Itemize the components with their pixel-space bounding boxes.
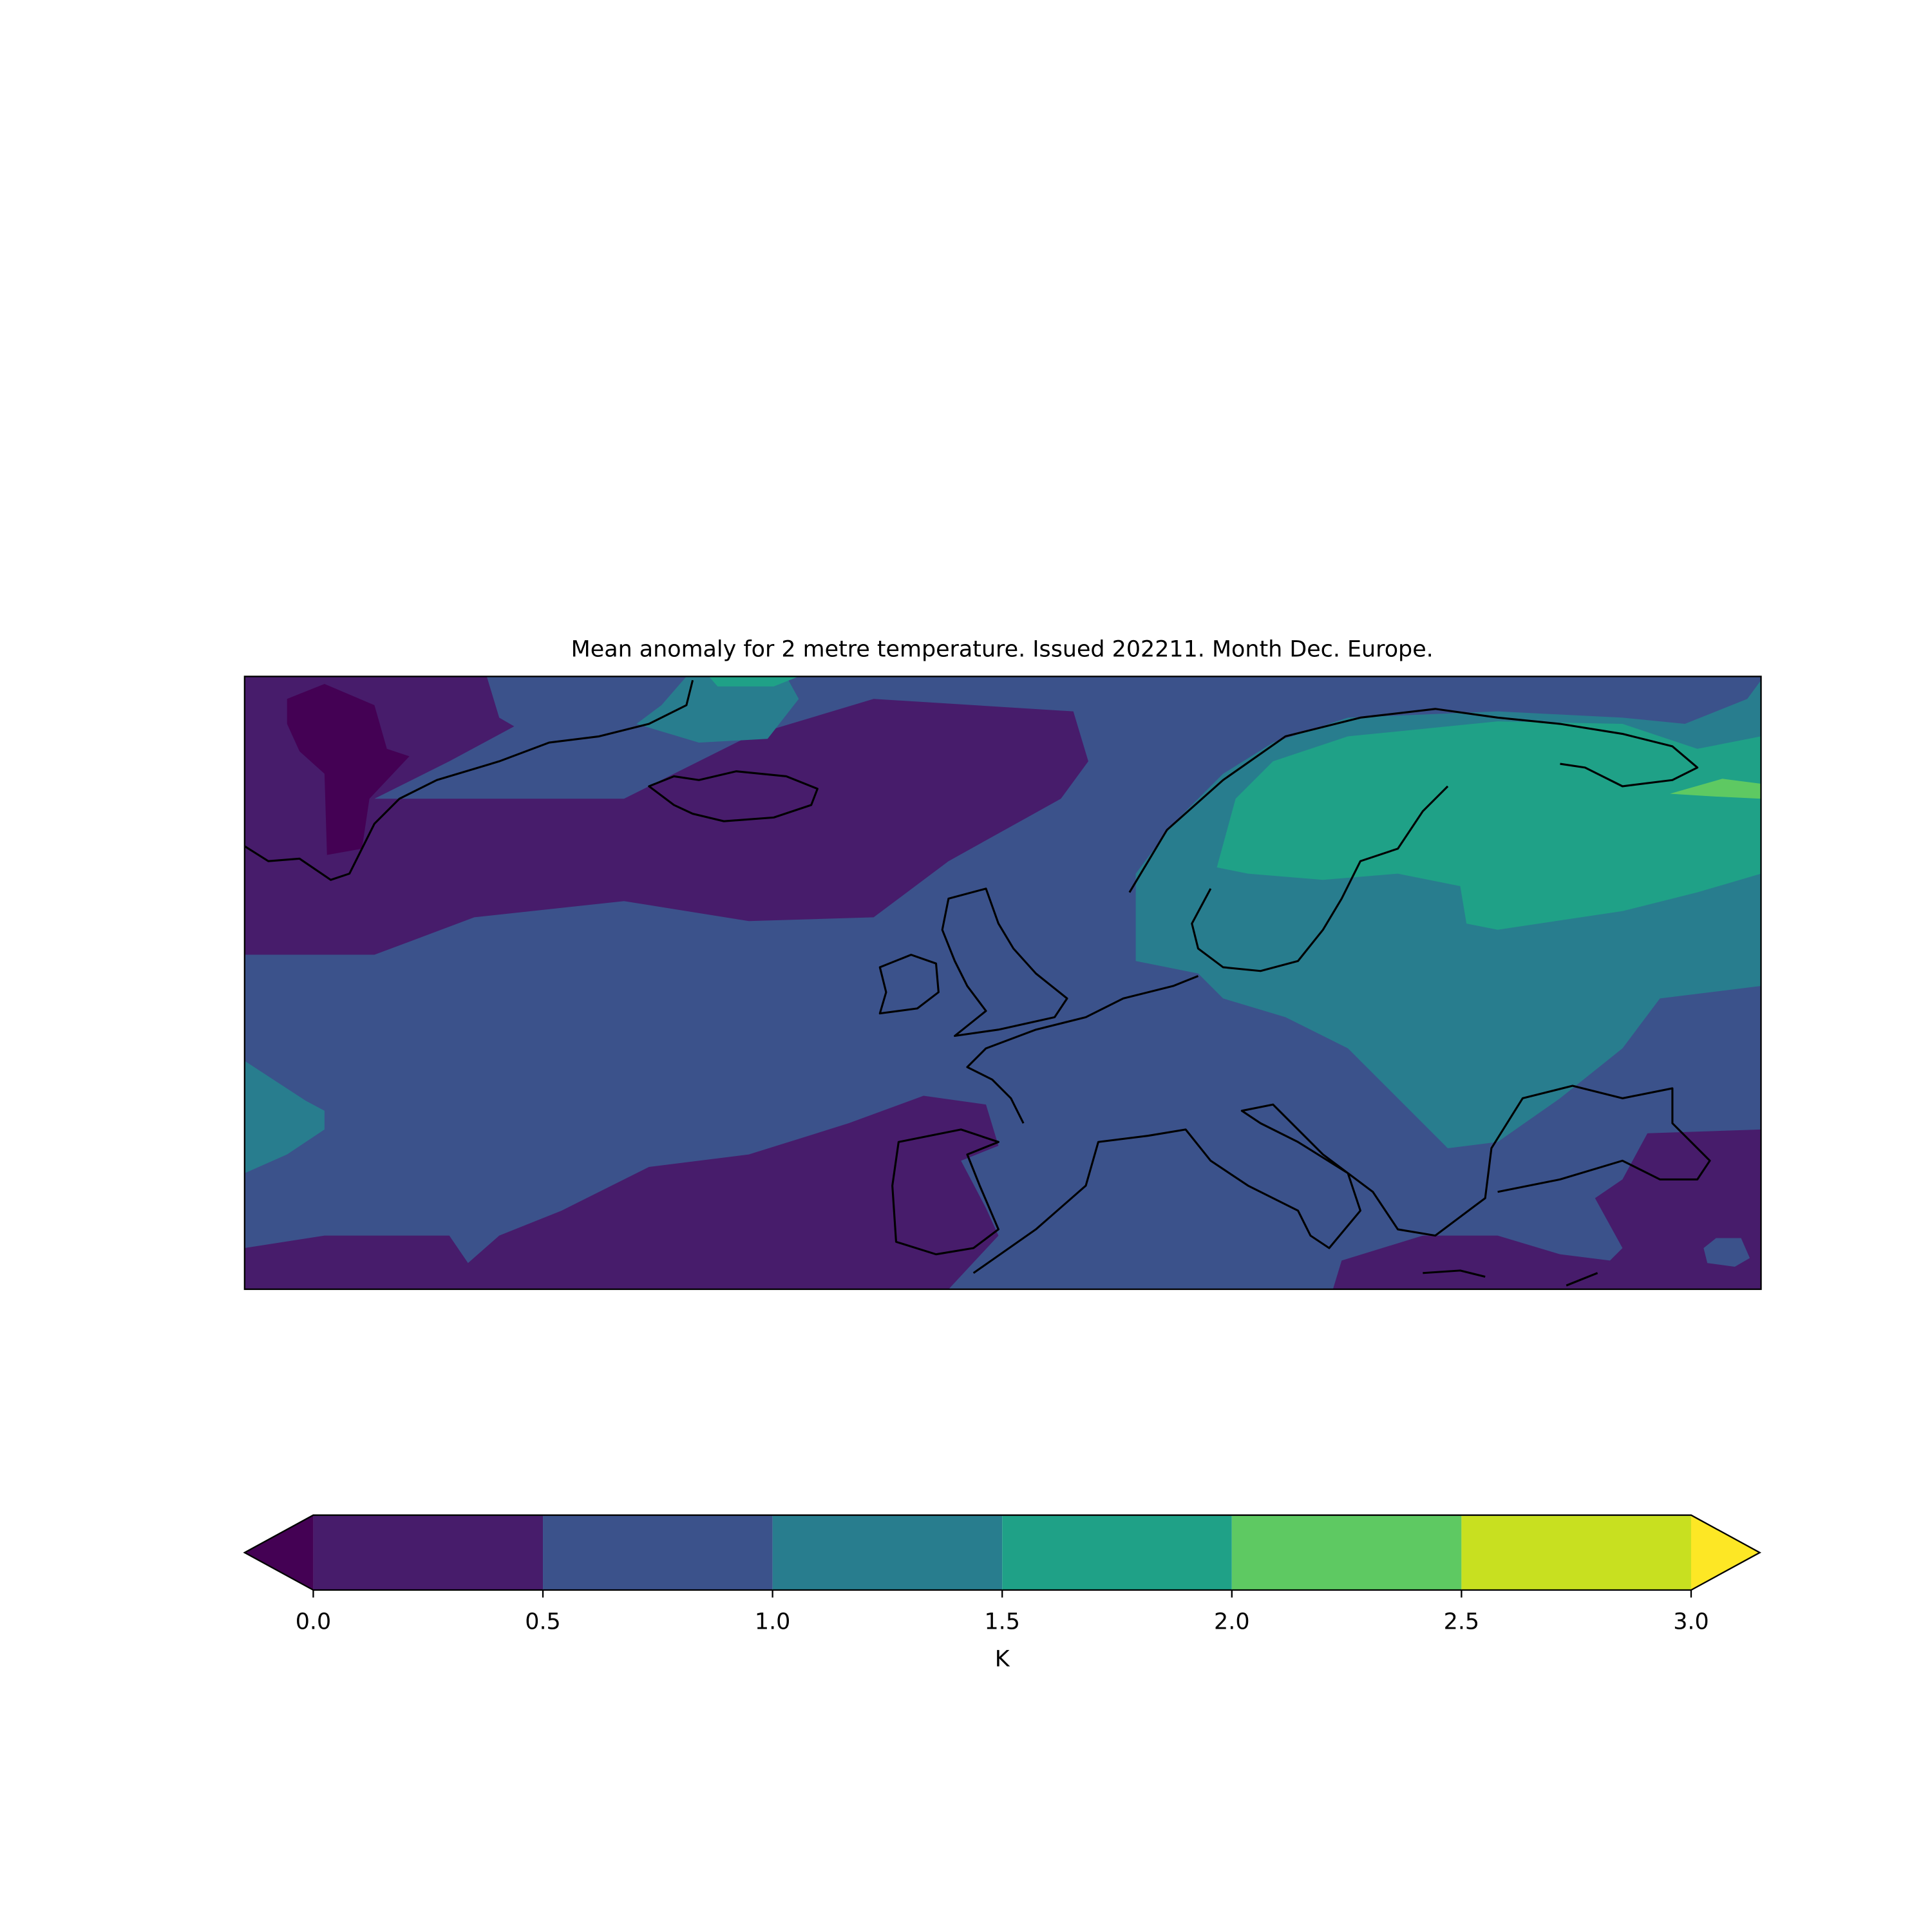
contour-region (1670, 779, 1761, 799)
contour-region (244, 1061, 325, 1173)
colorbar: 0.0 0.5 1.0 1.5 2.0 2.5 3.0 (243, 1514, 1761, 1634)
colorbar-bin (543, 1515, 773, 1590)
colorbar-extend-min (244, 1515, 314, 1590)
coastline (941, 887, 1068, 1037)
colorbar-bin (313, 1515, 544, 1590)
coastline (648, 770, 819, 822)
colorbar-label: K (995, 1647, 1010, 1672)
contour-region (287, 684, 410, 855)
colorbar-tick-label: 1.0 (755, 1609, 790, 1634)
contour-region (636, 676, 799, 743)
colorbar-extend-max (1690, 1515, 1760, 1590)
colorbar-tick-label: 1.5 (984, 1609, 1019, 1634)
coastline (891, 975, 1199, 1256)
coastline (244, 679, 694, 881)
colorbar-bin (772, 1515, 1003, 1590)
contour-region (244, 676, 1088, 955)
map-frame (243, 676, 1762, 1291)
colorbar-tick-label: 2.0 (1214, 1609, 1249, 1634)
coastline (972, 1084, 1711, 1287)
contour-region (244, 1095, 999, 1289)
coastline (1128, 708, 1699, 972)
map-title: Mean anomaly for 2 metre temperature. Is… (571, 637, 1434, 663)
colorbar-tick-label: 3.0 (1673, 1609, 1709, 1634)
coastline (878, 954, 940, 1015)
colorbar-bin (1461, 1515, 1691, 1590)
colorbar-bin (1002, 1515, 1232, 1590)
colorbar-tick-label: 2.5 (1444, 1609, 1479, 1634)
contour-region (1217, 721, 1761, 930)
map-area (244, 676, 1761, 1289)
colorbar-tick-label: 0.5 (525, 1609, 560, 1634)
contour-region (1332, 1129, 1761, 1289)
contour-region (1703, 1238, 1750, 1267)
contour-region (708, 676, 799, 687)
colorbar-tick-label: 0.0 (296, 1609, 331, 1634)
colorbar-bin (1231, 1515, 1462, 1590)
